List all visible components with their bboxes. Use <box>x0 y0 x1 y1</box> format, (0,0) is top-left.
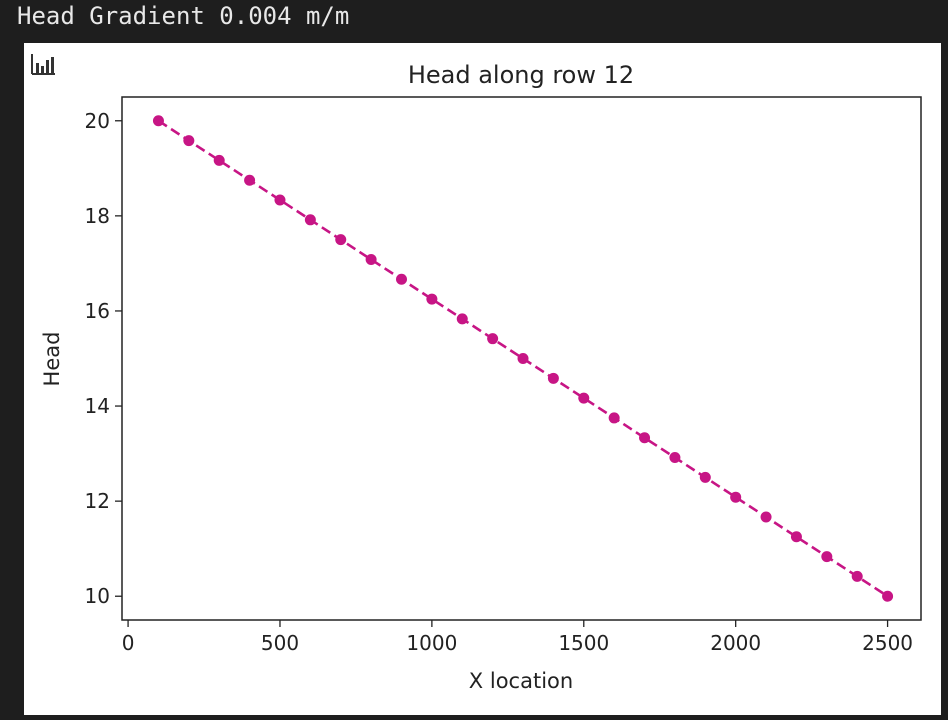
x-tick-label: 500 <box>261 631 299 655</box>
data-point <box>669 452 681 464</box>
y-axis-label: Head <box>40 332 64 387</box>
x-axis: 0 500 1000 1500 2000 2500 <box>122 620 913 655</box>
chart-title: Head along row 12 <box>408 61 634 89</box>
console-output-text: Head Gradient 0.004 m/m <box>17 2 350 30</box>
data-point <box>395 273 407 285</box>
y-tick-label: 12 <box>85 489 110 513</box>
series-layer <box>152 115 894 602</box>
data-point <box>304 214 316 226</box>
data-point <box>487 333 499 345</box>
y-tick-label: 16 <box>85 299 110 323</box>
data-point <box>365 253 377 265</box>
head-line-chart: Head along row 12 10 12 14 16 18 20 0 500 1000 1… <box>40 61 922 693</box>
plot-output-panel: Head along row 12 10 12 14 16 18 20 0 500 1000 1… <box>24 43 941 715</box>
x-tick-label: 0 <box>122 631 135 655</box>
x-tick-label: 1000 <box>406 631 457 655</box>
data-point <box>790 531 802 543</box>
data-point <box>244 174 256 186</box>
data-point <box>760 511 772 523</box>
data-point <box>730 491 742 503</box>
data-point <box>152 115 164 127</box>
data-point <box>608 412 620 424</box>
data-point <box>578 392 590 404</box>
y-tick-label: 20 <box>85 109 110 133</box>
data-point <box>851 570 863 582</box>
data-point <box>639 432 651 444</box>
data-point <box>456 313 468 325</box>
y-tick-label: 10 <box>85 584 110 608</box>
x-tick-label: 1500 <box>558 631 609 655</box>
data-point <box>882 590 894 602</box>
data-point <box>183 135 195 147</box>
data-point <box>517 353 529 364</box>
x-tick-label: 2500 <box>862 631 913 655</box>
data-point <box>335 234 347 246</box>
y-tick-label: 14 <box>85 394 110 418</box>
data-point <box>821 551 833 563</box>
x-tick-label: 2000 <box>710 631 761 655</box>
data-point <box>213 154 225 166</box>
y-tick-label: 18 <box>85 204 110 228</box>
x-axis-label: X location <box>469 669 573 693</box>
data-point <box>426 293 438 305</box>
data-point <box>274 194 286 206</box>
data-point <box>547 372 559 384</box>
y-axis: 10 12 14 16 18 20 <box>85 109 122 608</box>
bar-chart-icon[interactable] <box>30 51 56 77</box>
plot-area-frame <box>121 96 922 621</box>
data-point <box>699 471 711 483</box>
